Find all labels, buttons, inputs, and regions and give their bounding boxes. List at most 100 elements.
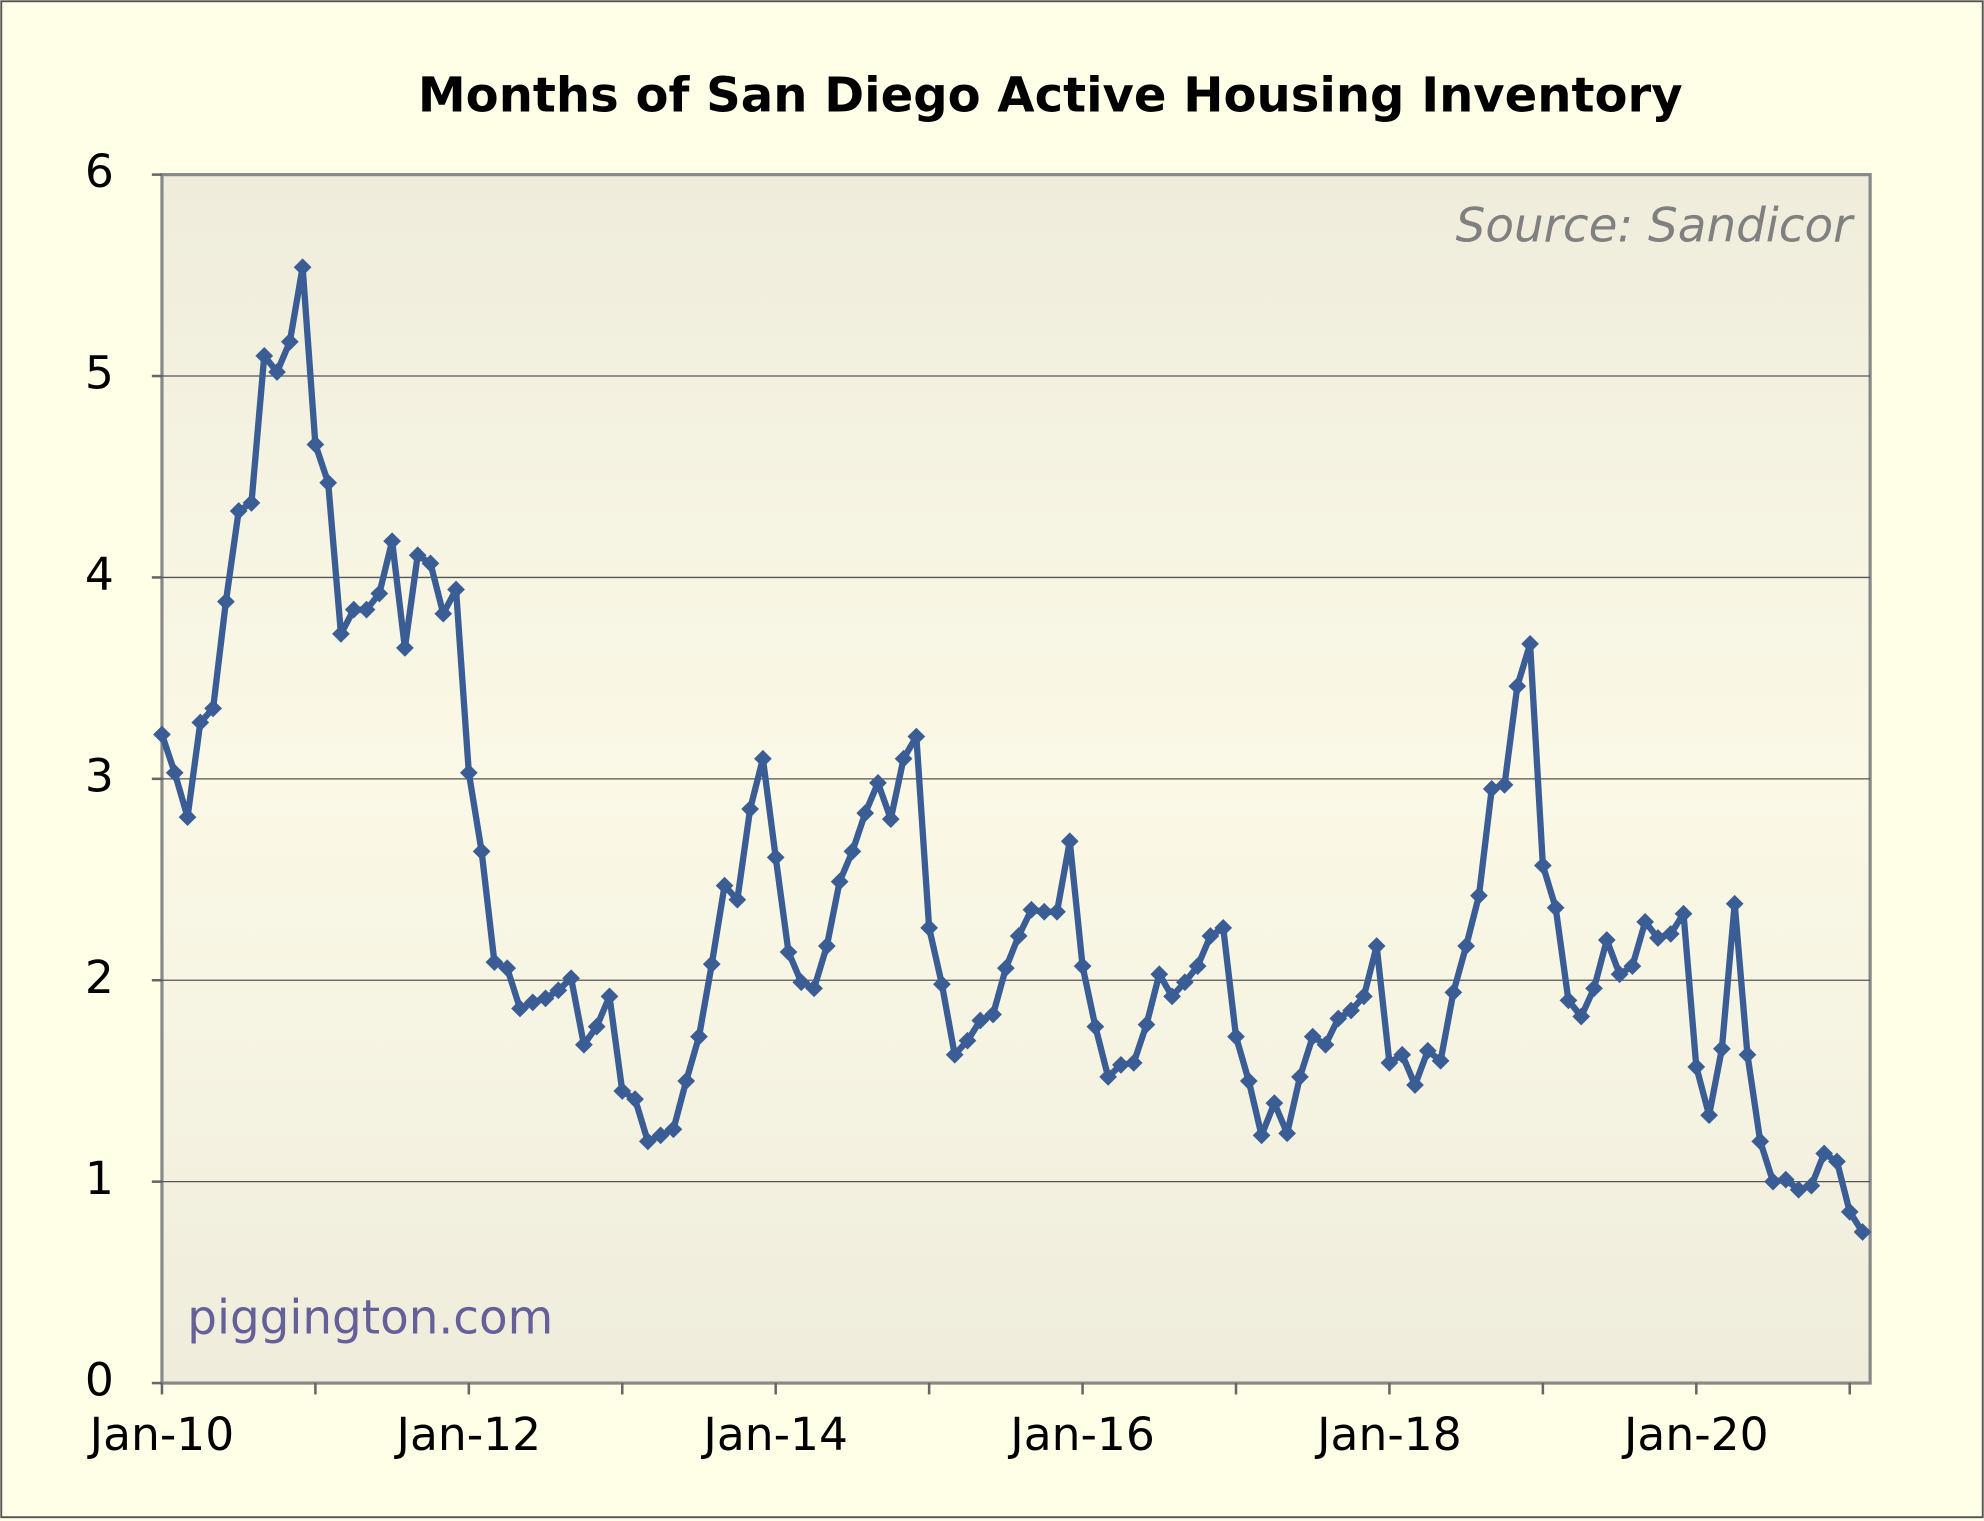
data-point: [549, 981, 568, 1000]
data-point: [536, 989, 555, 1008]
data-point: [562, 969, 580, 988]
data-point: [357, 600, 376, 619]
y-tick-label: 0: [85, 1354, 114, 1407]
data-point: [677, 1072, 696, 1090]
data-point: [306, 435, 325, 454]
data-point: [920, 919, 938, 937]
data-point: [856, 804, 875, 822]
data-point: [869, 774, 887, 792]
data-point: [1150, 965, 1169, 984]
data-point: [1342, 1001, 1360, 1020]
y-tick-label: 5: [85, 347, 114, 400]
data-point: [1661, 925, 1680, 943]
data-point: [1597, 931, 1616, 949]
data-point: [1367, 937, 1386, 955]
data-point: [933, 975, 951, 994]
data-point: [830, 872, 849, 891]
data-point: [268, 363, 286, 381]
data-point: [1674, 904, 1693, 923]
data-point: [1355, 987, 1373, 1006]
data-point: [498, 959, 517, 978]
data-point: [613, 1082, 632, 1100]
watermark: piggington.com: [187, 1292, 553, 1346]
data-point: [1521, 635, 1539, 653]
data-point: [1534, 856, 1552, 875]
y-tick-label: 3: [85, 749, 114, 802]
data-point: [421, 554, 440, 573]
data-point: [1495, 776, 1514, 794]
data-point: [1214, 919, 1233, 937]
data-point: [1201, 927, 1220, 945]
data-point: [1406, 1076, 1424, 1094]
data-point: [1022, 900, 1041, 919]
data-point: [293, 258, 312, 277]
data-point: [255, 347, 274, 365]
y-tick-label: 6: [85, 145, 114, 198]
data-point: [894, 749, 913, 768]
data-point: [1303, 1027, 1322, 1046]
y-tick-label: 2: [85, 951, 114, 1004]
data-point: [344, 600, 363, 619]
data-point: [792, 973, 811, 992]
data-point: [1572, 1007, 1591, 1026]
data-point: [1444, 983, 1463, 1002]
data-point: [690, 1027, 708, 1046]
data-point: [638, 1132, 657, 1151]
data-point: [1546, 898, 1565, 917]
data-point: [600, 987, 619, 1006]
data-point: [754, 749, 772, 768]
data-point: [1815, 1144, 1834, 1163]
x-tick-label: Jan-14: [700, 1408, 848, 1461]
data-point: [1137, 1015, 1156, 1034]
data-point: [370, 584, 389, 603]
data-point: [702, 955, 721, 974]
data-point: [766, 848, 785, 867]
data-point: [1431, 1051, 1450, 1070]
data-point: [1636, 912, 1655, 931]
data-point: [1239, 1072, 1258, 1090]
data-point: [741, 800, 759, 818]
data-point: [178, 808, 197, 826]
data-point: [165, 763, 184, 782]
source-note: Source: Sandicor: [1456, 200, 1855, 254]
x-tick-label: Jan-12: [394, 1408, 542, 1461]
data-point: [1176, 973, 1194, 992]
data-point: [1035, 902, 1054, 921]
y-tick-label: 1: [85, 1152, 114, 1205]
data-point: [1610, 965, 1629, 984]
data-point: [984, 1005, 1002, 1024]
data-point: [459, 763, 478, 782]
data-point: [715, 876, 734, 895]
data-point: [907, 727, 926, 746]
data-point: [664, 1120, 683, 1139]
y-tick-label: 4: [85, 548, 114, 601]
data-point: [1073, 957, 1092, 976]
chart-title: Months of San Diego Active Housing Inven…: [418, 68, 1683, 124]
data-point: [1009, 927, 1028, 945]
data-point: [1048, 902, 1066, 921]
data-point: [805, 979, 823, 998]
data-point: [1713, 1039, 1731, 1058]
data-point: [1470, 886, 1488, 905]
data-point: [242, 494, 261, 512]
data-point: [1508, 677, 1527, 696]
data-point: [1559, 991, 1578, 1010]
x-tick-label: Jan-18: [1314, 1408, 1462, 1461]
data-point: [204, 699, 222, 718]
data-point: [229, 502, 248, 520]
data-point: [996, 959, 1015, 978]
data-point: [280, 332, 299, 351]
data-point: [1623, 957, 1642, 976]
data-point: [153, 725, 171, 744]
data-point: [1725, 894, 1744, 913]
data-point: [332, 624, 350, 643]
data-point: [1457, 937, 1476, 955]
x-tick-label: Jan-20: [1621, 1408, 1769, 1461]
data-point: [587, 1017, 606, 1036]
data-point: [319, 473, 338, 492]
x-tick-label: Jan-16: [1007, 1408, 1155, 1461]
data-point: [728, 890, 747, 909]
data-point: [1163, 987, 1181, 1006]
data-point: [971, 1011, 990, 1030]
